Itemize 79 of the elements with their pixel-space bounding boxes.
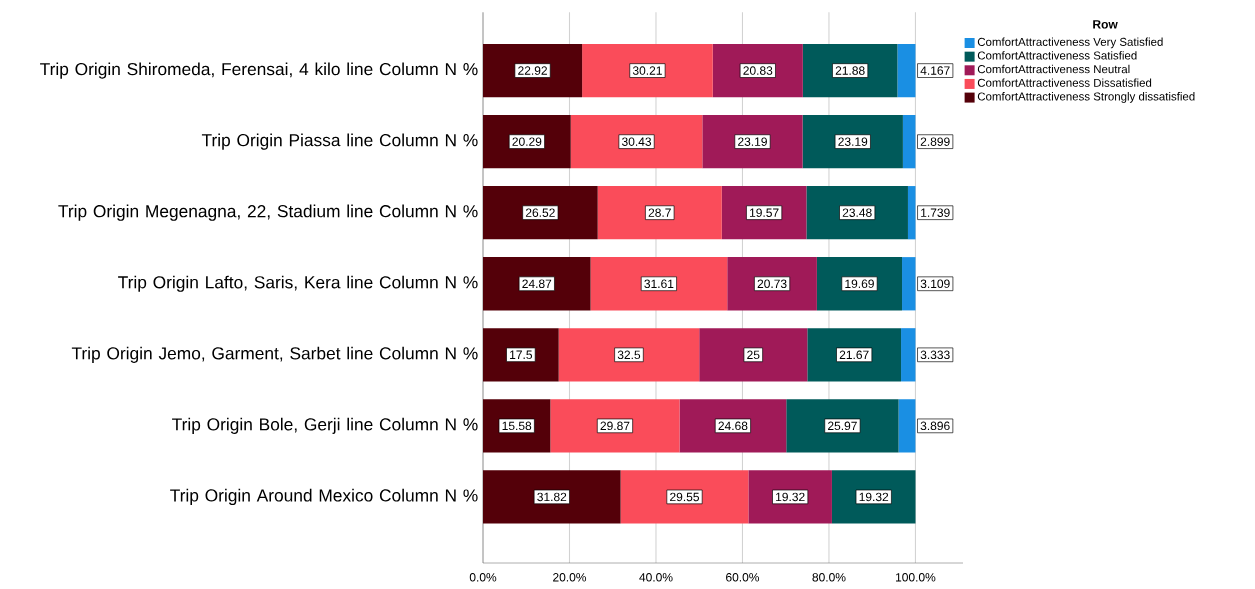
data-label: 23.48 xyxy=(842,208,872,217)
bar xyxy=(483,43,583,98)
data-label: 24.68 xyxy=(718,421,748,431)
bar xyxy=(902,257,916,311)
bar xyxy=(786,399,899,453)
data-label: 29.55 xyxy=(670,492,700,502)
legend-label: ComfortAttractiveness Dissatisfied xyxy=(977,78,1152,87)
data-label: 23.19 xyxy=(738,137,767,146)
bar xyxy=(483,186,598,240)
legend-title: Row xyxy=(1093,20,1118,29)
data-label: 20.83 xyxy=(743,66,773,75)
bar xyxy=(902,115,916,169)
y-tick-label: Trip Origin Piassa line Column N % xyxy=(201,133,478,150)
data-label: 20.29 xyxy=(512,137,542,146)
data-label: 23.19 xyxy=(838,137,868,146)
data-label: 31.61 xyxy=(644,279,674,289)
bar xyxy=(597,186,722,240)
y-tick-label: Trip Origin Lafto, Saris, Kera line Column N % xyxy=(118,275,478,292)
data-label: 30.21 xyxy=(632,66,662,75)
legend-label: ComfortAttractiveness Very Satisfied xyxy=(977,37,1163,49)
bar xyxy=(483,257,591,311)
bar xyxy=(483,470,621,524)
data-label: 28.7 xyxy=(648,208,671,217)
x-tick-label: 40.0% xyxy=(639,573,673,582)
data-label: 21.88 xyxy=(835,66,865,75)
data-label: 26.52 xyxy=(525,208,555,217)
x-tick-label: 80.0% xyxy=(812,573,846,582)
bar xyxy=(679,399,787,453)
data-label: 24.87 xyxy=(522,279,552,289)
bar xyxy=(727,257,817,311)
data-label: 17.5 xyxy=(510,350,533,360)
data-label: 19.32 xyxy=(859,492,889,502)
x-tick-label: 60.0% xyxy=(726,573,760,582)
data-label: 31.82 xyxy=(537,492,567,502)
data-label: 25 xyxy=(747,350,760,360)
bar xyxy=(590,257,728,311)
x-tick-label: 20.0% xyxy=(553,573,587,582)
bar xyxy=(806,186,908,240)
data-label: 4.167 xyxy=(920,66,950,75)
legend-label: ComfortAttractiveness Strongly dissatisfied xyxy=(977,92,1195,103)
data-label: 25.97 xyxy=(828,421,857,431)
data-label: 15.58 xyxy=(502,421,532,431)
y-tick-label: Trip Origin Jemo, Garment, Sarbet line Column N % xyxy=(71,346,478,363)
bar xyxy=(898,399,916,453)
legend-label: ComfortAttractiveness Neutral xyxy=(977,64,1130,74)
data-label: 19.57 xyxy=(750,208,779,217)
data-label: 1.739 xyxy=(921,208,950,217)
bar xyxy=(897,43,916,98)
bar xyxy=(802,115,903,169)
bar xyxy=(702,115,803,169)
x-tick-label: 0.0% xyxy=(469,573,497,582)
legend-label: ComfortAttractiveness Satisfied xyxy=(977,51,1137,60)
bar xyxy=(907,186,916,240)
bar xyxy=(620,470,749,524)
y-tick-label: Trip Origin Megenagna, 22, Stadium line Column N % xyxy=(58,204,478,221)
bar xyxy=(550,399,680,453)
data-label: 3.333 xyxy=(920,350,950,360)
bar xyxy=(558,328,700,382)
bar xyxy=(699,328,808,382)
bar xyxy=(582,43,713,98)
data-label: 29.87 xyxy=(600,421,630,431)
data-label: 32.5 xyxy=(617,350,641,360)
y-tick-label: Trip Origin Bole, Gerji line Column N % xyxy=(172,417,478,434)
data-label: 30.43 xyxy=(621,137,652,146)
data-label: 3.896 xyxy=(920,421,950,431)
data-label: 20.73 xyxy=(757,279,787,289)
data-label: 3.109 xyxy=(920,279,950,289)
bar xyxy=(483,328,559,382)
data-label: 2.899 xyxy=(920,137,950,146)
bar xyxy=(901,328,916,382)
data-label: 19.69 xyxy=(845,279,874,289)
bar xyxy=(570,115,703,169)
y-tick-label: Trip Origin Around Mexico Column N % xyxy=(170,488,478,505)
data-label: 22.92 xyxy=(518,66,547,75)
y-tick-label: Trip Origin Shiromeda, Ferensai, 4 kilo line Column N % xyxy=(40,62,478,79)
bar xyxy=(807,328,902,382)
x-tick-label: 100.0% xyxy=(896,573,936,582)
data-label: 21.67 xyxy=(839,350,869,360)
data-label: 19.32 xyxy=(776,492,805,502)
